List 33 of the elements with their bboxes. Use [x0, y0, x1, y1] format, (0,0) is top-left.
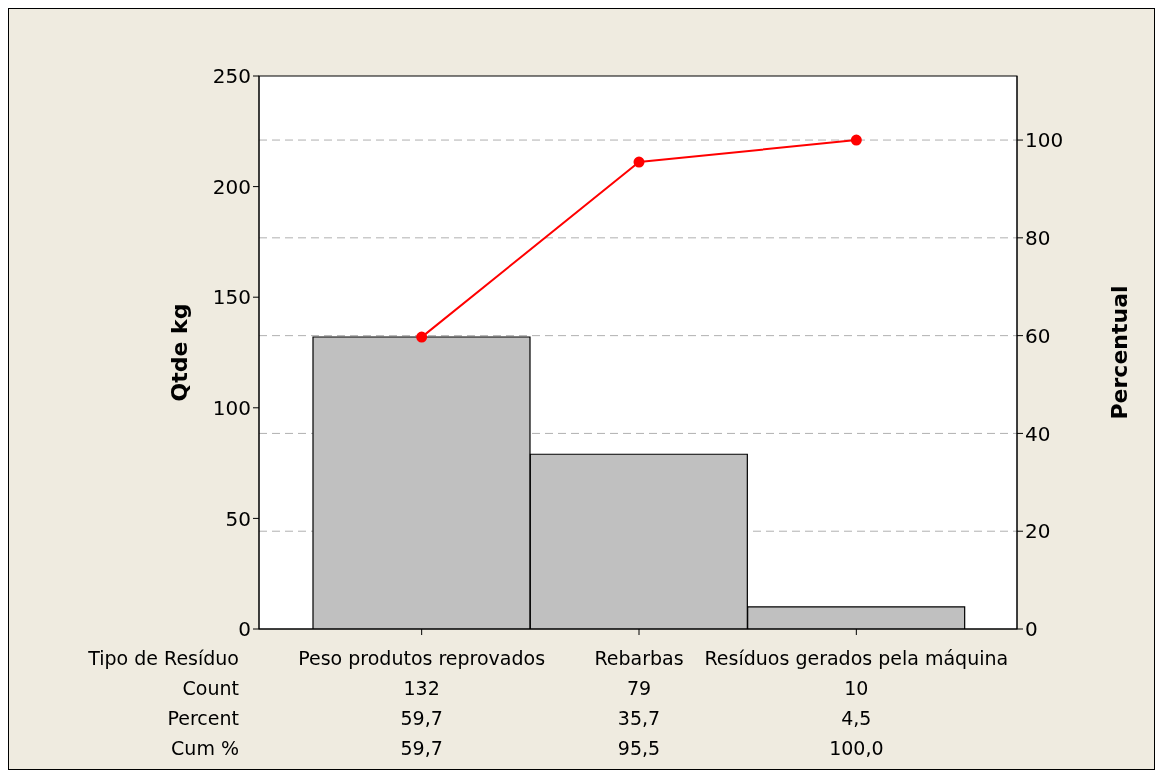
text: Count — [182, 677, 239, 699]
y2-tick-label: 80 — [1025, 225, 1051, 250]
data-label: 95,5 — [617, 737, 661, 759]
y2-tick-label: 60 — [1025, 323, 1051, 348]
y-tick-label: 150 — [212, 285, 251, 310]
point — [633, 156, 645, 168]
y-tick-label: 250 — [212, 64, 251, 89]
y2-tick-label: 20 — [1025, 519, 1051, 544]
x-tick-label: Resíduos gerados pela máquina — [704, 647, 1009, 669]
text: Percent — [167, 707, 239, 729]
y2-axis-title: Percentual — [1106, 285, 1132, 420]
x-tick-label: Peso produtos reprovados — [298, 647, 546, 669]
data-label: 59,7 — [400, 737, 443, 759]
y-tick-label: 0 — [238, 617, 251, 642]
data-label: 132 — [403, 677, 440, 699]
y-axis-title: Qtde kg — [166, 303, 192, 402]
x-axis-title: Tipo de Resíduo — [87, 647, 239, 669]
text: Cum % — [171, 737, 239, 759]
point — [850, 134, 862, 146]
text: 4,5 — [841, 707, 872, 729]
y-tick-label: 50 — [225, 506, 251, 531]
data-label: 79 — [626, 677, 652, 699]
data-label: 10 — [844, 677, 869, 699]
point — [416, 331, 428, 343]
text: 35,7 — [617, 707, 661, 729]
data-label: 100,0 — [829, 737, 884, 759]
y2-tick-label: 100 — [1025, 128, 1064, 153]
y-tick-label: 100 — [212, 395, 251, 420]
y2-tick-label: 0 — [1025, 617, 1038, 642]
y-tick-label: 200 — [212, 174, 251, 199]
x-tick-label: Rebarbas — [594, 647, 684, 669]
y2-tick-label: 40 — [1025, 421, 1051, 446]
text: 59,7 — [400, 707, 443, 729]
